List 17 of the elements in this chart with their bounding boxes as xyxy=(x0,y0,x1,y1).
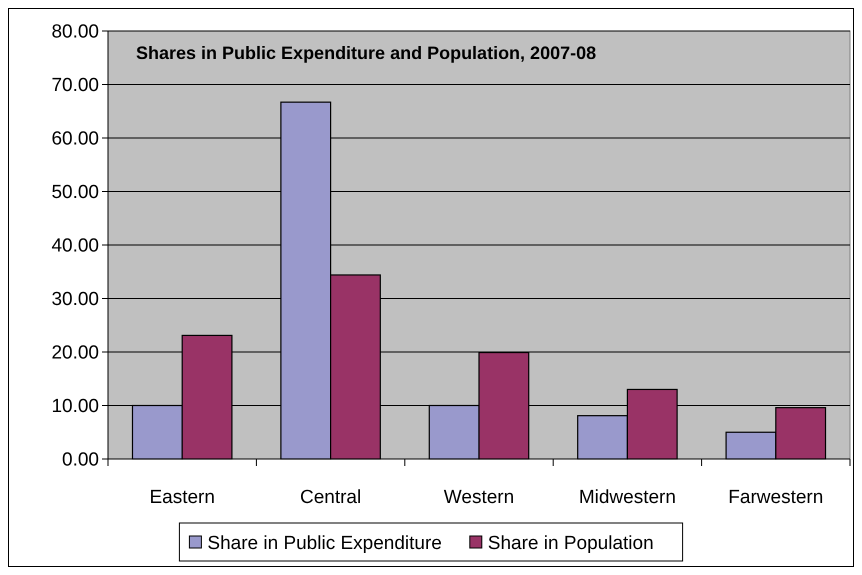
y-tick-label: 10.00 xyxy=(51,396,99,418)
x-tick-label: Central xyxy=(300,487,362,508)
y-tick-label: 60.00 xyxy=(51,128,99,150)
y-tick-label: 0.00 xyxy=(62,450,99,471)
x-tick-label: Eastern xyxy=(149,487,215,508)
y-tick-label: 20.00 xyxy=(51,342,99,364)
y-tick-label: 30.00 xyxy=(51,289,99,310)
legend-label: Share in Public Expenditure xyxy=(207,533,442,554)
legend-label: Share in Population xyxy=(488,533,654,554)
y-tick-label: 70.00 xyxy=(51,75,99,96)
x-tick-label: Midwestern xyxy=(578,487,676,508)
text: Shares in Public Expenditure and Population, 2007-08 xyxy=(136,43,596,63)
y-tick-label: 80.00 xyxy=(51,22,99,43)
y-tick-label: 40.00 xyxy=(51,236,99,257)
x-tick-label: Western xyxy=(444,487,514,508)
x-tick-label: Farwestern xyxy=(728,487,824,508)
y-tick-label: 50.00 xyxy=(51,182,99,204)
